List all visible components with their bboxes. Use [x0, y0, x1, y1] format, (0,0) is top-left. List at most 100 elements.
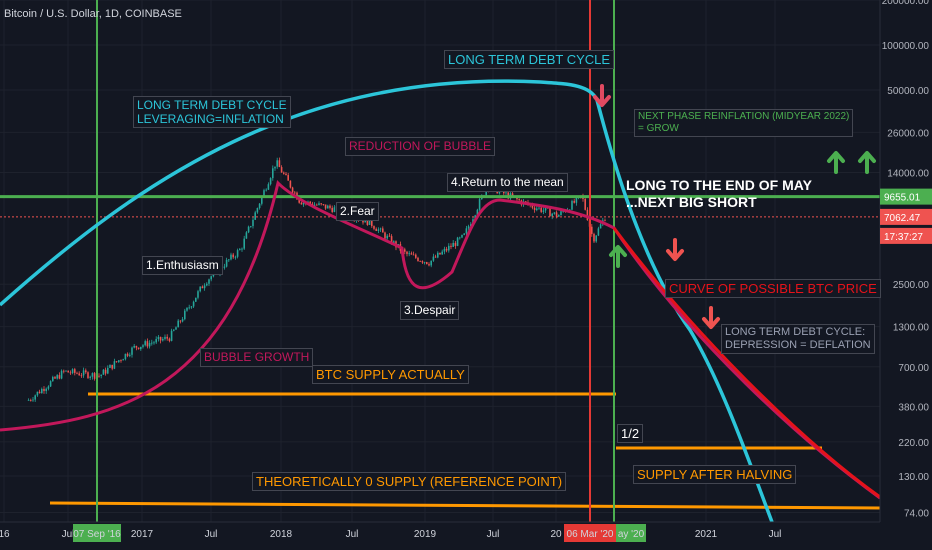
candle-body	[300, 202, 303, 205]
candle-body	[329, 205, 331, 208]
price-tick-label: 100000.00	[882, 41, 930, 52]
candle-body	[236, 250, 239, 257]
countdown-badge	[880, 227, 932, 244]
candle-body	[320, 203, 322, 205]
time-tick-label: 16	[0, 529, 10, 540]
candle-body	[93, 373, 96, 379]
candle-body	[106, 367, 109, 374]
candle-body	[445, 248, 448, 251]
label-text: LONG TO THE END OF MAY	[626, 177, 812, 193]
candle-body	[49, 381, 52, 387]
candle-body	[447, 245, 450, 251]
candle-body	[560, 211, 562, 216]
label-text: 1.Enthusiasm	[146, 258, 219, 272]
candle-body	[540, 207, 542, 212]
label-text: 4.Return to the mean	[451, 175, 564, 189]
candle-body	[142, 345, 144, 347]
candle-body	[505, 192, 507, 194]
candle-body	[256, 208, 259, 213]
candle-body	[82, 370, 85, 376]
candle-body	[45, 388, 47, 392]
price-tick-label: 220.00	[898, 438, 929, 449]
candle-body	[370, 218, 373, 227]
candle-body	[282, 172, 285, 174]
candle-body	[443, 248, 446, 252]
candle-body	[131, 347, 133, 355]
label-text: CURVE OF POSSIBLE BTC PRICE	[669, 281, 877, 296]
candle-body	[27, 400, 30, 401]
candle-body	[439, 252, 441, 255]
candle-body	[161, 338, 164, 341]
candle-body	[190, 306, 193, 308]
label-text: ...NEXT BIG SHORT	[626, 194, 757, 210]
candle-body	[43, 388, 45, 392]
candle-body	[113, 361, 116, 369]
candle-body	[544, 207, 547, 211]
candle-body	[51, 377, 54, 382]
candle-body	[425, 262, 428, 265]
candle-body	[278, 160, 281, 168]
arrow-up-icon	[858, 151, 876, 174]
candle-body	[542, 210, 545, 212]
candle-body	[368, 218, 371, 225]
arrow-up-icon	[609, 245, 627, 268]
candle-body	[170, 330, 173, 341]
price-tick-label: 1300.00	[893, 323, 930, 334]
horizontal-lines	[0, 195, 881, 510]
candle-body	[518, 199, 520, 201]
candle-body	[535, 208, 538, 210]
candle-body	[62, 370, 65, 372]
candle-body	[595, 235, 597, 242]
candle-body	[553, 212, 556, 214]
arrow-down-icon	[702, 306, 720, 329]
candle-body	[269, 178, 272, 185]
candle-body	[177, 320, 179, 328]
candle-body	[384, 232, 386, 239]
candle-body	[313, 204, 316, 206]
candle-body	[260, 196, 263, 204]
candle-body	[186, 307, 188, 311]
candle-body	[128, 354, 131, 356]
candle-body	[91, 373, 94, 377]
label-btc-supply: BTC SUPPLY ACTUALLY	[312, 365, 469, 384]
candle-body	[258, 203, 261, 209]
last-price-badge	[880, 208, 932, 225]
candle-body	[571, 200, 573, 210]
candle-body	[302, 202, 305, 205]
candle-body	[65, 370, 67, 372]
time-tick-label: 20	[550, 529, 562, 540]
candle-body	[223, 266, 226, 268]
candle-body	[104, 369, 107, 374]
candle-body	[111, 364, 113, 369]
candle-body	[181, 319, 184, 322]
label-text: 1/2	[621, 426, 640, 441]
candle-body	[232, 254, 234, 258]
candle-body	[29, 400, 32, 401]
candle-body	[150, 342, 153, 344]
candle-body	[434, 256, 437, 258]
btc-price-curve	[612, 227, 881, 499]
time-tick-label: 2021	[695, 529, 718, 540]
candle-body	[390, 236, 393, 244]
candle-body	[36, 391, 39, 396]
candle-body	[309, 201, 311, 204]
candle-body	[192, 301, 195, 307]
candle-body	[432, 256, 435, 261]
candle-body	[139, 346, 142, 350]
label-depression: LONG TERM DEBT CYCLE: DEPRESSION = DEFLAT…	[721, 324, 875, 354]
candle-body	[406, 251, 408, 254]
price-axis-bg	[880, 0, 932, 550]
candle-body	[159, 336, 162, 341]
label-half: 1/2	[617, 424, 644, 443]
countdown-label: 17:37:27	[884, 232, 923, 243]
candle-body	[599, 224, 602, 229]
candle-body	[148, 342, 151, 347]
time-tick-label: 2018	[270, 529, 293, 540]
candle-body	[441, 251, 443, 255]
candle-body	[117, 360, 120, 362]
candle-body	[157, 336, 160, 340]
price-tick-label: 50000.00	[887, 86, 929, 97]
candle-body	[47, 386, 50, 389]
candle-body	[122, 359, 124, 361]
